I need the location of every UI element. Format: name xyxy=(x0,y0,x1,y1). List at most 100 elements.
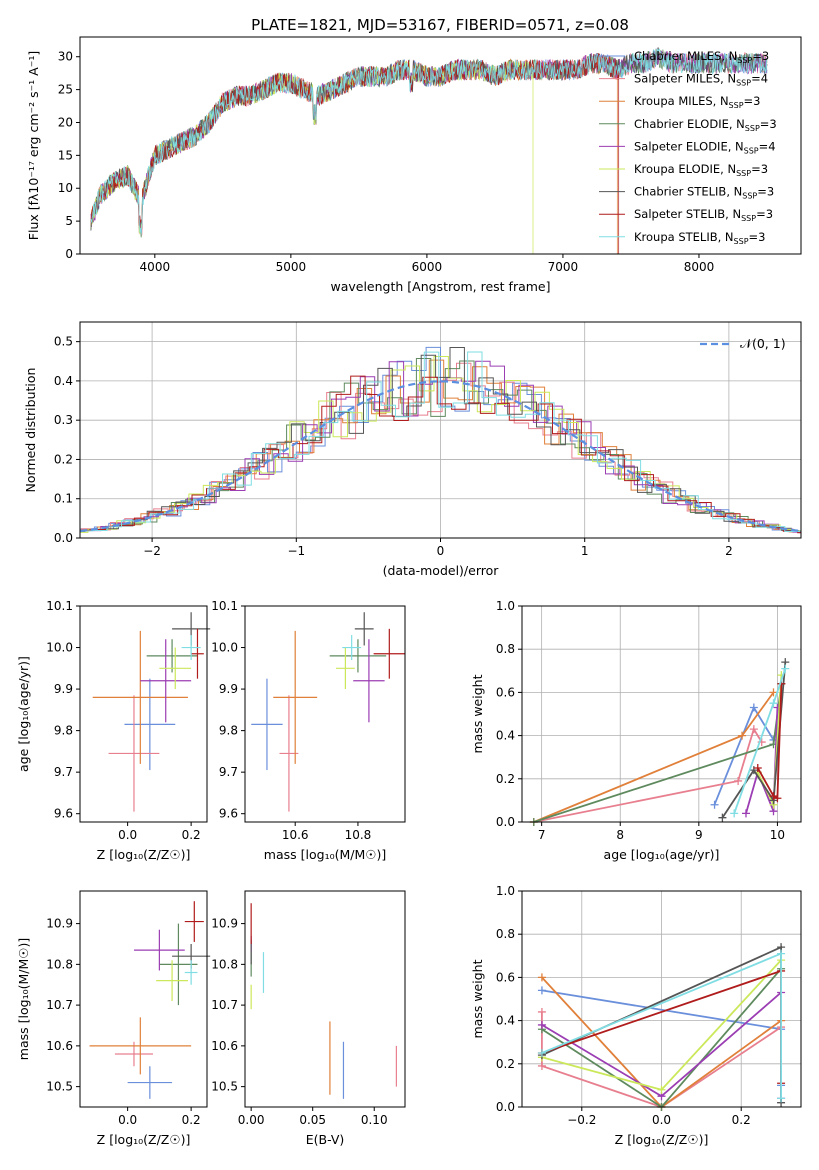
y-tick-label: 0.4 xyxy=(54,374,73,388)
weight-marker xyxy=(730,809,739,818)
x-tick-label: −0.2 xyxy=(567,1113,596,1127)
x-tick-label: 0.00 xyxy=(238,1113,265,1127)
y-axis-label: age [log₁₀(age/yr)] xyxy=(16,656,31,772)
y-tick-label: 9.6 xyxy=(219,807,238,821)
weight-marker xyxy=(657,1085,666,1094)
y-tick-label: 25 xyxy=(58,83,73,97)
y-tick-label: 1.0 xyxy=(496,884,515,898)
weight-vs-age-plot: 7 8 9 10 0.0 0.2 0.4 0.6 0.8 1.0 age [log₁₀(age/yr… xyxy=(470,599,802,862)
errorbar-kroupa-elodie xyxy=(335,647,355,690)
y-tick-label: 10.7 xyxy=(211,998,238,1012)
y-axis-label: mass [log₁₀(M/M☉)] xyxy=(16,938,31,1060)
x-axis-label: mass [log₁₀(M/M☉)] xyxy=(264,847,386,862)
y-tick-label: 1.0 xyxy=(496,599,515,613)
x-tick-label: 6000 xyxy=(412,260,443,274)
x-tick-label: 8000 xyxy=(684,260,715,274)
y-tick-label: 9.9 xyxy=(54,682,73,696)
y-tick-label: 0.0 xyxy=(496,1100,515,1114)
weight-marker xyxy=(537,1049,546,1057)
y-tick-label: 10.0 xyxy=(46,641,73,655)
x-tick-label: 0.2 xyxy=(182,828,201,842)
x-tick-label: 7000 xyxy=(548,260,579,274)
x-tick-label: 4000 xyxy=(140,260,171,274)
x-tick-label: 0.2 xyxy=(182,1113,201,1127)
y-tick-label: 10.0 xyxy=(211,641,238,655)
y-tick-label: 0.8 xyxy=(496,642,515,656)
x-axis-label: (data-model)/error xyxy=(383,563,500,578)
errorbar-kroupa-stelib xyxy=(342,635,362,660)
weight-marker xyxy=(537,1007,546,1016)
x-tick-label: 8 xyxy=(616,828,624,842)
weight-marker xyxy=(537,1061,546,1070)
x-axis-label: Z [log₁₀(Z/Z☉)] xyxy=(97,847,191,862)
x-tick-label: 10 xyxy=(770,828,785,842)
histogram-salpeter-miles xyxy=(80,362,801,533)
spectrum-title: PLATE=1821, MJD=53167, FIBERID=0571, z=0… xyxy=(251,16,629,34)
y-tick-label: 9.8 xyxy=(219,724,238,738)
y-tick-label: 20 xyxy=(58,115,73,129)
weight-marker xyxy=(749,725,758,734)
weight-marker xyxy=(537,1020,546,1029)
y-tick-label: 9.9 xyxy=(219,682,238,696)
age-vs-mass-plot: 10.6 10.8 9.6 9.7 9.8 9.9 10.0 10.1 mass [log₁₀(… xyxy=(211,599,406,862)
y-tick-label: 0 xyxy=(65,247,73,261)
errorbar-chabrier-stelib xyxy=(354,612,374,646)
y-tick-label: 0.4 xyxy=(496,729,515,743)
errorbar-kroupa-miles xyxy=(273,630,318,764)
axes-frame xyxy=(521,890,802,1108)
errorbar-salpeter-elodie xyxy=(133,929,185,971)
axes-frame xyxy=(79,890,208,1108)
weight-marker xyxy=(718,813,727,822)
x-tick-label: 0.10 xyxy=(361,1113,388,1127)
y-tick-label: 9.8 xyxy=(54,724,73,738)
x-tick-label: 0.0 xyxy=(652,1113,671,1127)
spectrum-legend: Chabrier MILES, NSSP=3 Salpeter MILES, NS… xyxy=(599,49,777,246)
y-tick-label: 30 xyxy=(58,50,73,64)
x-tick-label: 9 xyxy=(695,828,703,842)
y-tick-label: 10.8 xyxy=(211,957,238,971)
legend-entry: Chabrier MILES, NSSP=3 xyxy=(634,49,769,65)
y-tick-label: 5 xyxy=(65,214,73,228)
legend-entry: Chabrier ELODIE, NSSP=3 xyxy=(634,117,777,133)
errorbar-chabrier-elodie xyxy=(329,639,387,673)
axes-frame xyxy=(244,605,406,823)
errorbar-salpeter-miles xyxy=(108,695,160,812)
weight-marker xyxy=(777,949,786,958)
y-tick-label: 10.6 xyxy=(46,1039,73,1053)
errorbar-salpeter-stelib xyxy=(373,628,405,679)
histogram-kroupa-miles xyxy=(80,359,801,533)
errorbar-kroupa-miles xyxy=(89,1017,192,1075)
x-tick-label: 0.0 xyxy=(118,1113,137,1127)
y-tick-label: 0.2 xyxy=(496,1057,515,1071)
legend-entry: Chabrier STELIB, NSSP=3 xyxy=(634,185,774,201)
y-tick-label: 9.7 xyxy=(219,765,238,779)
residual-histogram: −2 −1 0 1 2 0.0 0.1 0.2 0.3 0.4 0.5 (data-model)/er… xyxy=(23,321,802,578)
axes-frame xyxy=(79,605,208,823)
weight-marker xyxy=(753,764,762,772)
errorbar-chabrier-miles xyxy=(124,678,176,771)
x-axis-label: Z [log₁₀(Z/Z☉)] xyxy=(97,1132,191,1147)
histogram-kroupa-elodie xyxy=(80,356,801,533)
errorbar-chabrier-elodie xyxy=(146,639,198,673)
x-tick-label: 0 xyxy=(437,544,445,558)
y-tick-label: 10.1 xyxy=(46,599,73,613)
x-tick-label: −2 xyxy=(143,544,161,558)
errorbar-kroupa-elodie xyxy=(156,960,188,1002)
y-tick-label: 0.4 xyxy=(496,1014,515,1028)
weight-marker xyxy=(749,703,758,712)
legend-entry: Kroupa MILES, NSSP=3 xyxy=(634,94,760,110)
x-axis-label: Z [log₁₀(Z/Z☉)] xyxy=(615,1132,709,1147)
y-tick-label: 0.6 xyxy=(496,685,515,699)
weight-line-kroupa-stelib xyxy=(730,664,790,818)
x-tick-label: −1 xyxy=(287,544,305,558)
y-tick-label: 0.6 xyxy=(496,970,515,984)
weight-line-chabrier-elodie xyxy=(529,679,786,826)
y-tick-label: 10.7 xyxy=(46,998,73,1012)
mass-vs-ebv-plot: 0.00 0.05 0.10 10.5 10.6 10.7 10.8 10.9 E(B-V) xyxy=(211,890,406,1147)
weight-marker xyxy=(537,986,546,995)
legend-entry: Salpeter MILES, NSSP=4 xyxy=(634,72,768,88)
y-tick-label: 0.0 xyxy=(54,531,73,545)
x-axis-label: E(B-V) xyxy=(306,1132,345,1147)
weight-marker xyxy=(781,664,790,673)
y-tick-label: 0.8 xyxy=(496,927,515,941)
